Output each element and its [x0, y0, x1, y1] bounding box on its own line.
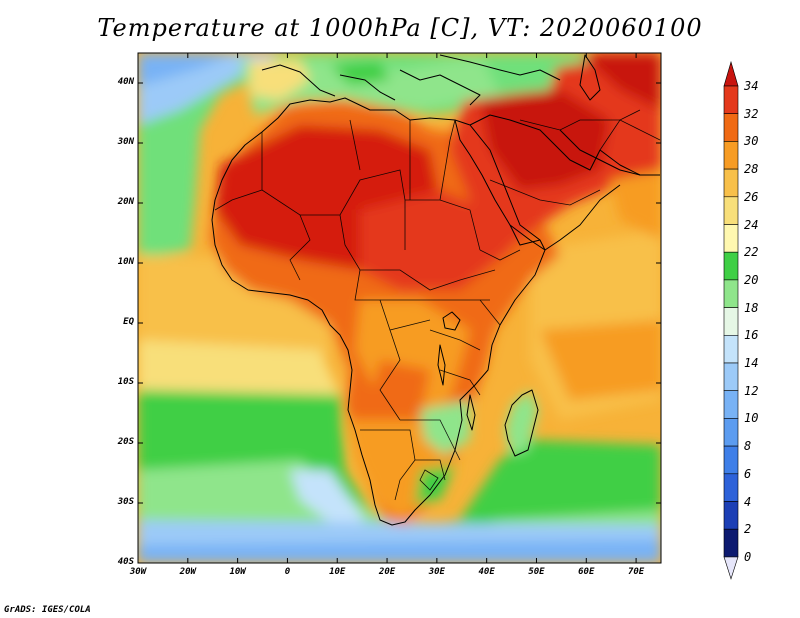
lon-label: 10E: [329, 567, 346, 577]
colorbar-swatch: [723, 224, 739, 253]
colorbar-label: 6: [744, 466, 752, 481]
colorbar-bottom-arrow: [723, 556, 739, 580]
colorbar-label: 30: [744, 134, 759, 149]
colorbar-swatch: [723, 334, 739, 364]
map-frame: [137, 52, 662, 564]
lat-label: 40N: [117, 77, 134, 87]
colorbar-swatch: [723, 473, 739, 502]
colorbar-label: 24: [744, 217, 759, 232]
colorbar-swatch: [723, 168, 739, 198]
coastlines: [211, 54, 660, 526]
lon-label: 30E: [428, 567, 445, 577]
colorbar-label: 12: [744, 383, 759, 398]
colorbar-label: 4: [744, 494, 752, 509]
colorbar-swatch: [723, 528, 739, 558]
lon-label: 10W: [229, 567, 246, 577]
colorbar-swatch: [723, 390, 739, 419]
colorbar-swatch: [723, 279, 739, 308]
grads-credit: GrADS: IGES/COLA: [4, 605, 91, 615]
lat-label: 20N: [117, 197, 134, 207]
lat-label: 10S: [117, 377, 134, 387]
colorbar-label: 22: [744, 245, 759, 260]
country-borders: [214, 109, 661, 501]
colorbar-label: 2: [744, 522, 752, 537]
lon-label: 0: [284, 567, 291, 577]
lon-label: 40E: [478, 567, 495, 577]
lat-label: 20S: [117, 437, 134, 447]
lon-label: 20W: [179, 567, 196, 577]
colorbar-label: 16: [744, 328, 759, 343]
colorbar-label: 28: [744, 162, 759, 177]
colorbar-label: 10: [744, 411, 759, 426]
colorbar-top-arrow: [723, 60, 739, 87]
colorbar-label: 8: [744, 439, 752, 454]
colorbar-label: 14: [744, 356, 759, 370]
map-title: Temperature at 1000hPa [C], VT: 20200601…: [97, 14, 703, 42]
colorbar-label: 18: [744, 300, 759, 315]
lon-label: 50E: [528, 567, 545, 577]
colorbar-label: 20: [744, 272, 759, 287]
colorbar-swatch: [723, 113, 739, 142]
colorbar-label: 26: [744, 189, 759, 204]
colorbar-swatch: [723, 418, 739, 447]
colorbar-swatch: [723, 445, 739, 475]
lon-label: 70E: [627, 567, 645, 577]
colorbar: [723, 60, 739, 580]
lat-label: 10N: [117, 257, 134, 267]
lat-label: 30S: [117, 497, 134, 507]
colorbar-label: 0: [744, 549, 752, 564]
colorbar-swatch: [723, 251, 739, 281]
colorbar-swatch: [723, 85, 739, 115]
lat-label: 40S: [117, 557, 134, 567]
colorbar-swatch: [723, 141, 739, 170]
lat-label: EQ: [123, 317, 134, 327]
colorbar-swatch: [723, 362, 739, 392]
lat-label: 30N: [117, 137, 134, 147]
colorbar-swatch: [723, 307, 739, 336]
colorbar-swatch: [723, 196, 739, 225]
colorbar-label: 32: [744, 106, 759, 121]
lon-label: 60E: [578, 567, 595, 577]
lon-label: 20E: [378, 567, 396, 577]
lon-label: 30W: [129, 567, 147, 577]
colorbar-swatch: [723, 501, 739, 530]
temperature-field: [138, 53, 661, 563]
colorbar-label: 34: [744, 79, 759, 93]
